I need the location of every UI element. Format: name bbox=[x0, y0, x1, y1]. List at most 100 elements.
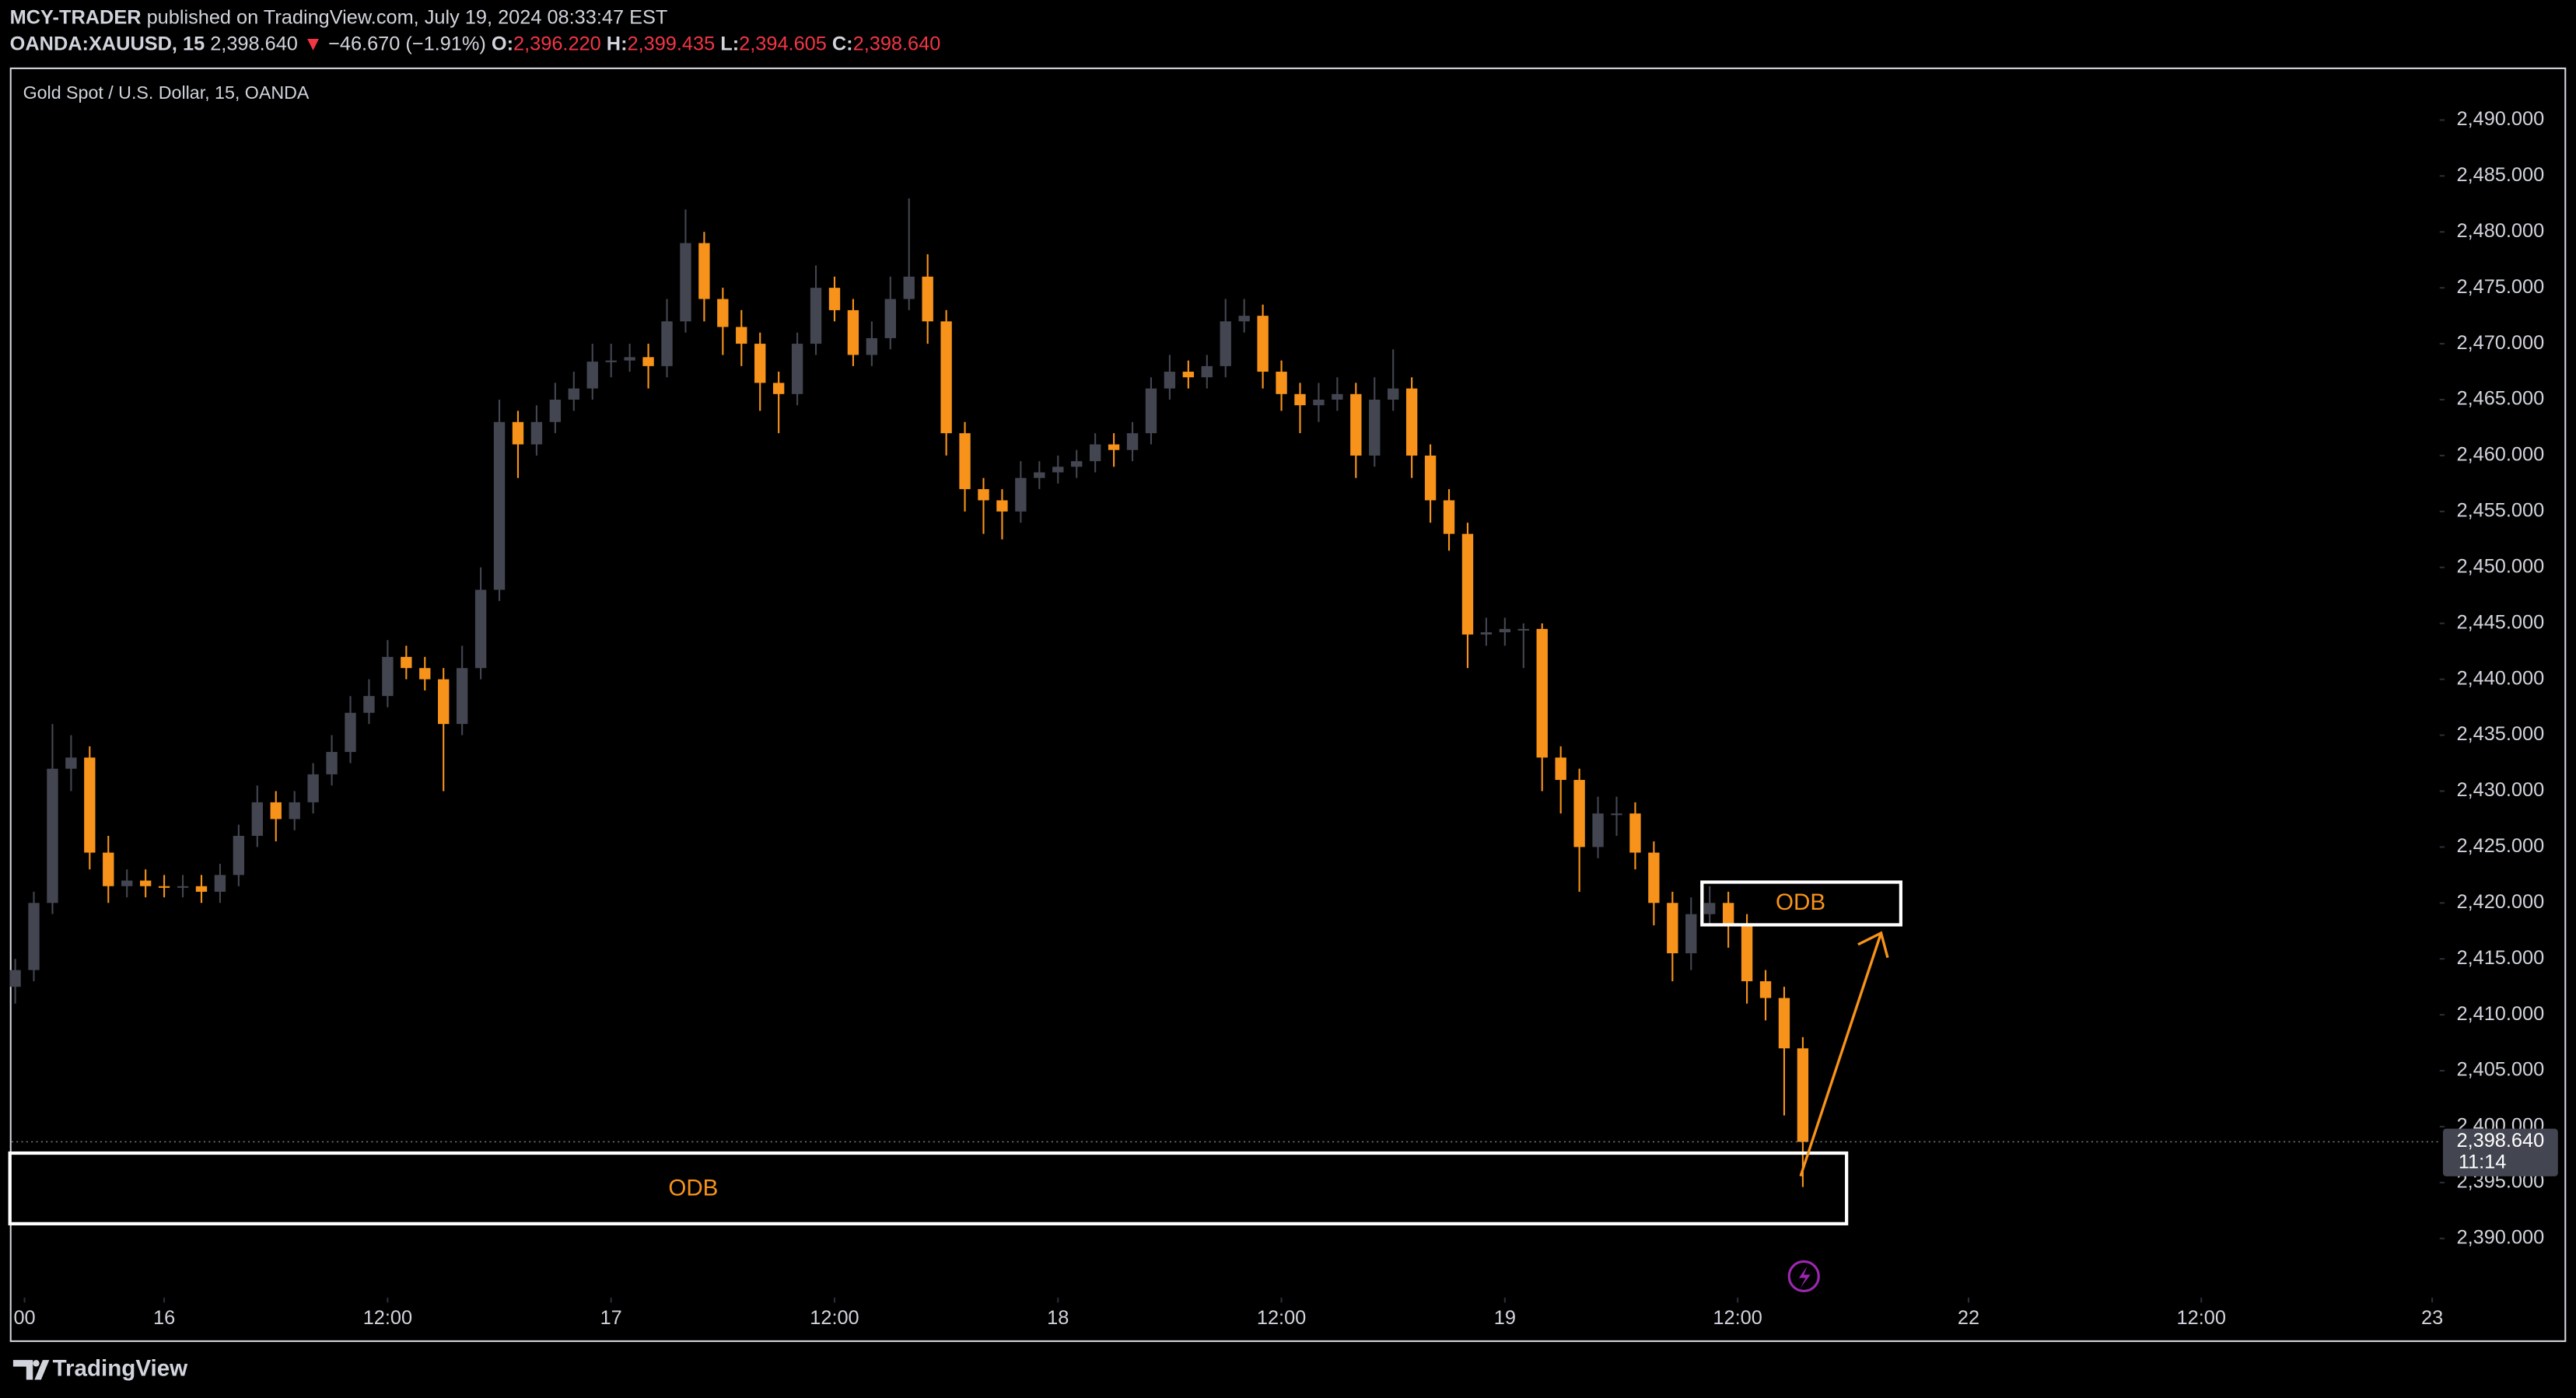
last-price-box bbox=[2442, 1128, 2558, 1176]
candle-body bbox=[1759, 980, 1772, 998]
candle-body bbox=[791, 344, 803, 394]
x-tick-label: 12:00 bbox=[810, 1307, 859, 1329]
y-tick-label: 2,425.000 bbox=[2456, 835, 2544, 857]
y-tick-label: 2,405.000 bbox=[2456, 1059, 2544, 1081]
candle-body bbox=[1480, 632, 1493, 635]
candle-body bbox=[1071, 461, 1083, 467]
high: 2,399.435 bbox=[628, 33, 716, 54]
symbol: OANDA:XAUUSD, 15 bbox=[10, 33, 205, 54]
candle-body bbox=[158, 886, 170, 888]
candle-body bbox=[382, 656, 394, 697]
y-tick-label: 2,455.000 bbox=[2456, 500, 2544, 522]
candle-body bbox=[401, 656, 412, 669]
open: 2,396.220 bbox=[513, 33, 601, 54]
candle-body bbox=[568, 388, 579, 400]
candle-body bbox=[474, 589, 487, 669]
y-tick-label: 2,410.000 bbox=[2456, 1003, 2544, 1025]
candle-body bbox=[810, 288, 822, 344]
y-tick-label: 2,390.000 bbox=[2456, 1227, 2544, 1249]
candle-body bbox=[1220, 321, 1231, 366]
candle-body bbox=[1704, 903, 1716, 914]
y-tick-label: 2,440.000 bbox=[2456, 667, 2544, 689]
candle-body bbox=[736, 327, 747, 344]
event-icon[interactable] bbox=[1787, 1260, 1820, 1293]
direction: ▼ bbox=[303, 33, 323, 54]
candle-body bbox=[1499, 628, 1511, 633]
y-tick-label: 2,475.000 bbox=[2456, 276, 2544, 298]
y-tick-label: 2,435.000 bbox=[2456, 723, 2544, 745]
candle-body bbox=[121, 880, 133, 886]
candle-body bbox=[698, 243, 710, 299]
zone-label: ODB bbox=[1776, 889, 1825, 915]
candle-body bbox=[65, 757, 77, 769]
plot: 2,390.0002,395.0002,400.0002,405.0002,41… bbox=[9, 108, 2558, 1329]
y-tick-label: 2,465.000 bbox=[2456, 388, 2544, 410]
y-tick-label: 2,445.000 bbox=[2456, 611, 2544, 633]
candle-body bbox=[1276, 372, 1287, 394]
candle-body bbox=[1573, 780, 1585, 848]
candle-body bbox=[1405, 388, 1418, 456]
candle-body bbox=[270, 802, 282, 820]
candle-body bbox=[1741, 925, 1753, 981]
x-tick-label: 19 bbox=[1494, 1307, 1516, 1329]
candle-body bbox=[1555, 757, 1566, 781]
candle-body bbox=[1797, 1048, 1809, 1142]
candle-body bbox=[605, 360, 617, 362]
candle-body bbox=[1257, 316, 1269, 372]
event-icon-bolt bbox=[1798, 1266, 1811, 1288]
y-tick-label: 2,470.000 bbox=[2456, 332, 2544, 354]
low-label: L: bbox=[720, 33, 739, 54]
x-tick-label: 12:00 bbox=[1257, 1307, 1306, 1329]
x-tick-label: 12:00 bbox=[2177, 1307, 2226, 1329]
candle-body bbox=[549, 400, 562, 422]
candle-body bbox=[1667, 903, 1678, 954]
candle-body bbox=[772, 383, 785, 394]
candle-body bbox=[438, 679, 450, 725]
y-tick-label: 2,450.000 bbox=[2456, 555, 2544, 577]
candle-body bbox=[661, 321, 673, 366]
zone-label: ODB bbox=[668, 1175, 718, 1201]
candle-body bbox=[717, 299, 729, 327]
candle-body bbox=[1517, 628, 1529, 631]
chart-title: Gold Spot / U.S. Dollar, 15, OANDA bbox=[23, 82, 310, 103]
candle-body bbox=[9, 970, 21, 987]
candle-body bbox=[1424, 455, 1437, 501]
candle-body bbox=[754, 344, 766, 383]
candle-body bbox=[1015, 477, 1027, 512]
x-tick-label: 23 bbox=[2421, 1307, 2443, 1329]
candle-body bbox=[233, 835, 245, 875]
last-price-label: 2,398.640 bbox=[2456, 1130, 2544, 1152]
candle-body bbox=[959, 433, 971, 490]
candle-body bbox=[1648, 852, 1660, 903]
candle-body bbox=[1294, 393, 1306, 406]
candle-body bbox=[922, 276, 933, 322]
candle-body bbox=[177, 886, 189, 888]
candle-body bbox=[1238, 316, 1250, 322]
candle-body bbox=[1126, 433, 1139, 450]
candle-body bbox=[1313, 400, 1325, 406]
candle-body bbox=[828, 288, 841, 310]
candle-body bbox=[1332, 393, 1343, 400]
candle-body bbox=[1089, 444, 1101, 462]
candle-body bbox=[847, 309, 859, 355]
candle-body bbox=[1201, 365, 1213, 378]
close-label: C: bbox=[832, 33, 853, 54]
y-tick-label: 2,480.000 bbox=[2456, 220, 2544, 242]
candle-body bbox=[1164, 372, 1176, 389]
candle-body bbox=[1722, 903, 1734, 926]
candle-body bbox=[456, 668, 468, 725]
close: 2,398.640 bbox=[853, 33, 941, 54]
candle-body bbox=[1536, 628, 1548, 758]
candle-body bbox=[47, 768, 58, 903]
candle-body bbox=[493, 421, 506, 590]
candle-body bbox=[1108, 444, 1120, 450]
candle-body bbox=[1350, 393, 1362, 456]
countdown-label: 11:14 bbox=[2459, 1152, 2507, 1173]
candle-body bbox=[345, 712, 356, 753]
candle-body bbox=[884, 299, 896, 338]
candle-body bbox=[28, 903, 40, 970]
candle-body bbox=[1443, 500, 1455, 534]
candle-body bbox=[624, 357, 635, 361]
